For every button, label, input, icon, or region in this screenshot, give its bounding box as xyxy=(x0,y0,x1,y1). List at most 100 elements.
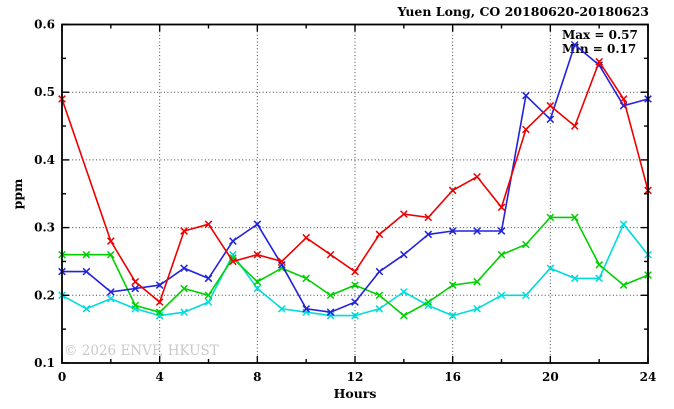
data-point-marker-red xyxy=(448,186,457,195)
data-point-marker-blue xyxy=(180,264,188,273)
data-point-marker-blue xyxy=(546,115,555,124)
data-point-marker-blue xyxy=(326,308,335,317)
data-point-marker-blue xyxy=(302,305,310,313)
data-point-marker-cyan xyxy=(204,298,213,306)
y-tick-label: 0.2 xyxy=(34,288,55,302)
x-tick-label: 8 xyxy=(253,370,261,384)
data-point-marker-blue xyxy=(107,288,115,296)
series-blue xyxy=(58,40,652,317)
data-point-marker-red xyxy=(277,257,286,266)
data-point-marker-green xyxy=(326,291,335,300)
data-point-marker-cyan xyxy=(570,274,579,283)
x-tick-label: 20 xyxy=(542,370,559,384)
data-point-marker-red xyxy=(619,95,628,103)
max-annotation: Max = 0.57 xyxy=(562,28,638,42)
data-point-marker-blue xyxy=(424,230,433,239)
y-tick-label: 0.6 xyxy=(34,18,55,32)
data-point-marker-cyan xyxy=(82,305,91,313)
data-point-marker-green xyxy=(473,277,481,286)
data-point-marker-cyan xyxy=(546,264,555,273)
data-point-marker-blue xyxy=(497,227,506,235)
data-point-marker-red xyxy=(375,230,384,239)
data-point-marker-red xyxy=(522,125,530,134)
y-tick-label: 0.5 xyxy=(34,85,55,99)
data-point-marker-cyan xyxy=(473,305,481,313)
data-point-marker-green xyxy=(448,281,457,289)
data-point-marker-green xyxy=(400,311,408,320)
min-annotation: Min = 0.17 xyxy=(562,42,636,56)
data-point-marker-cyan xyxy=(522,291,530,300)
data-point-marker-blue xyxy=(448,227,457,235)
data-point-marker-red xyxy=(253,250,262,259)
data-point-marker-blue xyxy=(82,267,91,276)
series-green xyxy=(58,213,652,320)
data-point-marker-blue xyxy=(570,40,579,49)
x-tick-label: 24 xyxy=(640,370,657,384)
x-tick-label: 16 xyxy=(444,370,461,384)
data-point-marker-red xyxy=(570,122,579,130)
data-point-marker-cyan xyxy=(253,284,262,293)
data-point-marker-red xyxy=(546,101,555,110)
data-point-marker-green xyxy=(155,308,164,317)
data-point-marker-cyan xyxy=(180,308,188,317)
data-point-marker-green xyxy=(522,240,530,249)
data-point-marker-red xyxy=(229,257,237,266)
data-point-marker-red xyxy=(131,277,140,286)
data-point-marker-blue xyxy=(253,220,262,229)
data-point-marker-green xyxy=(204,291,213,300)
y-tick-label: 0.1 xyxy=(34,356,55,370)
data-point-marker-green xyxy=(546,213,555,222)
data-point-marker-green xyxy=(570,213,579,222)
data-point-marker-cyan xyxy=(400,288,408,296)
data-point-marker-red xyxy=(497,203,506,212)
grid-layer xyxy=(62,24,648,363)
x-axis-label: Hours xyxy=(334,386,377,401)
data-point-marker-green xyxy=(424,298,433,306)
data-point-marker-red xyxy=(302,233,310,242)
data-point-marker-green xyxy=(107,250,115,259)
data-point-marker-red xyxy=(204,220,213,229)
data-point-marker-green xyxy=(375,291,384,300)
data-point-marker-green xyxy=(82,250,91,259)
data-point-marker-red xyxy=(155,298,164,306)
watermark: © 2026 ENVF, HKUST xyxy=(64,343,219,359)
data-point-marker-green xyxy=(595,261,603,269)
chart-title: Yuen Long, CO 20180620-20180623 xyxy=(396,4,649,19)
data-point-marker-red xyxy=(351,267,359,276)
data-point-marker-cyan xyxy=(277,305,286,313)
data-point-marker-cyan xyxy=(497,291,506,300)
data-point-marker-blue xyxy=(375,267,384,276)
data-point-marker-blue xyxy=(229,237,237,245)
y-tick-label: 0.4 xyxy=(34,153,55,167)
data-point-marker-cyan xyxy=(619,220,628,229)
plot-border xyxy=(61,23,649,364)
data-point-marker-green xyxy=(619,281,628,289)
y-tick-label: 0.3 xyxy=(34,221,55,235)
x-tick-label: 12 xyxy=(347,370,364,384)
x-tick-label: 0 xyxy=(58,370,66,384)
data-point-marker-green xyxy=(131,301,140,310)
data-point-marker-blue xyxy=(351,298,359,306)
data-point-marker-cyan xyxy=(107,294,115,303)
data-point-marker-red xyxy=(595,57,603,66)
data-point-marker-green xyxy=(302,274,310,283)
x-tick-label: 4 xyxy=(155,370,163,384)
data-point-marker-cyan xyxy=(375,305,384,313)
data-point-marker-green xyxy=(351,281,359,289)
series-layer xyxy=(58,40,652,320)
y-axis-label: ppm xyxy=(10,179,25,210)
data-point-marker-blue xyxy=(131,284,140,293)
data-point-marker-red xyxy=(424,213,433,222)
axes-frame-layer xyxy=(61,23,649,364)
data-point-marker-red xyxy=(107,237,115,245)
series-line-red xyxy=(61,59,649,304)
data-point-marker-cyan xyxy=(448,311,457,320)
data-point-marker-blue xyxy=(155,281,164,289)
data-point-marker-blue xyxy=(400,250,408,259)
data-point-marker-green xyxy=(253,277,262,286)
data-point-marker-blue xyxy=(473,227,481,235)
data-point-marker-red xyxy=(400,210,408,218)
data-point-marker-blue xyxy=(522,91,530,100)
